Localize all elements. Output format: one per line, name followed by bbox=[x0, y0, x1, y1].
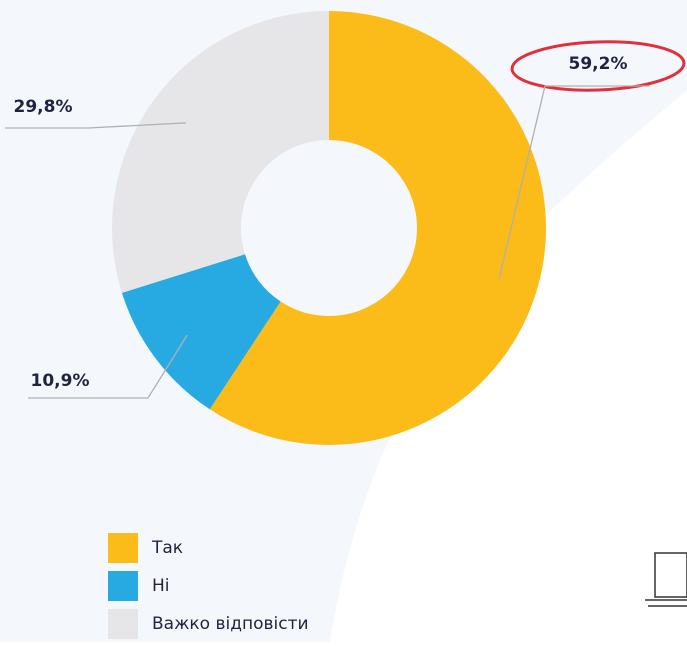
legend-label: Так bbox=[151, 538, 183, 558]
legend-swatch bbox=[108, 571, 138, 601]
value-label: 29,8% bbox=[14, 97, 73, 117]
book-icon bbox=[645, 553, 687, 606]
value-label: 59,2% bbox=[569, 54, 628, 74]
chart: 59,2% 10,9% 29,8% Так Ні Важко відповісти bbox=[0, 0, 687, 642]
legend-label: Важко відповісти bbox=[152, 614, 309, 634]
legend-swatch bbox=[108, 609, 138, 639]
legend-swatch bbox=[108, 533, 138, 563]
value-label: 10,9% bbox=[31, 371, 90, 391]
legend-label: Ні bbox=[152, 576, 170, 596]
